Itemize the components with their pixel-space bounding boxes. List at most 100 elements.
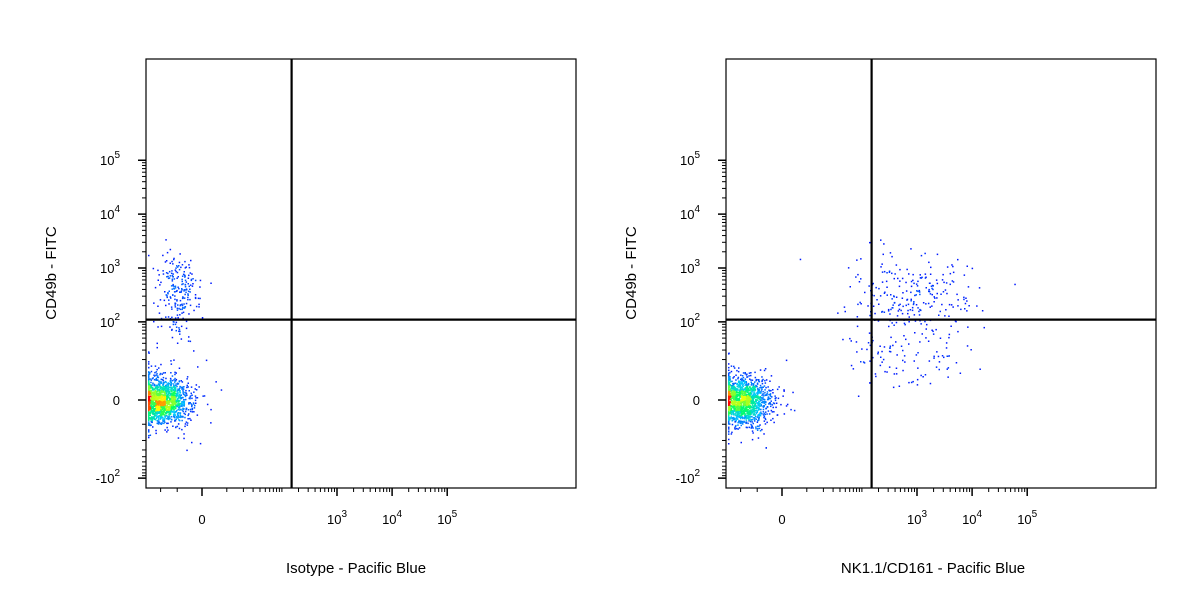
data-point — [917, 307, 919, 309]
data-point — [152, 405, 155, 408]
data-point — [157, 412, 160, 414]
data-point — [868, 332, 871, 334]
data-point — [148, 379, 150, 381]
data-point — [753, 387, 756, 390]
data-point — [171, 270, 173, 272]
data-point — [758, 396, 760, 399]
data-point — [160, 393, 162, 396]
data-point — [745, 398, 747, 400]
data-point — [757, 405, 759, 407]
data-point — [168, 392, 171, 395]
data-point — [746, 415, 748, 417]
data-point — [942, 273, 944, 276]
data-point — [914, 320, 917, 322]
data-point — [730, 370, 733, 373]
data-point — [181, 304, 184, 307]
data-point — [746, 390, 748, 392]
data-point — [734, 408, 736, 410]
data-point — [152, 394, 154, 397]
data-point — [190, 278, 193, 281]
data-point — [728, 374, 730, 377]
data-point — [883, 292, 886, 294]
data-point — [162, 396, 164, 399]
data-point — [730, 384, 732, 387]
data-point — [753, 397, 755, 400]
data-point — [760, 408, 762, 411]
data-point — [757, 427, 759, 430]
data-point — [751, 411, 754, 413]
data-point — [922, 376, 924, 378]
data-point — [771, 396, 773, 398]
data-point — [734, 388, 737, 390]
data-point — [186, 386, 188, 389]
data-point — [742, 411, 744, 413]
data-point — [739, 404, 741, 407]
data-point — [187, 386, 189, 388]
data-point — [949, 283, 951, 286]
data-point — [170, 285, 173, 287]
data-point — [158, 403, 160, 405]
data-point — [739, 406, 741, 408]
data-point — [188, 285, 190, 288]
data-point — [792, 391, 794, 394]
data-point — [741, 375, 744, 377]
data-point — [738, 398, 741, 400]
data-point — [181, 303, 183, 305]
data-point — [156, 379, 158, 381]
data-point — [750, 374, 752, 377]
data-point — [755, 379, 757, 382]
data-point — [167, 396, 169, 398]
data-point — [752, 408, 754, 410]
data-point — [162, 391, 165, 393]
data-point — [963, 274, 966, 276]
data-point — [731, 412, 733, 414]
data-point — [150, 424, 152, 426]
data-point — [755, 378, 758, 381]
x-tick-label: 103 — [907, 509, 927, 527]
data-point — [744, 408, 746, 410]
data-point — [158, 384, 160, 387]
data-point — [895, 367, 898, 369]
data-point — [178, 328, 181, 331]
data-point — [159, 299, 162, 301]
data-point — [158, 389, 161, 392]
data-point — [171, 375, 174, 377]
data-point — [740, 412, 742, 414]
data-point — [159, 284, 161, 286]
data-point — [761, 428, 763, 431]
data-point — [749, 378, 751, 380]
data-point — [729, 379, 731, 381]
data-point — [765, 407, 768, 410]
data-point — [156, 411, 159, 413]
data-point — [173, 415, 175, 418]
data-point — [768, 402, 771, 404]
data-point — [745, 426, 748, 429]
data-point — [733, 405, 736, 407]
data-point — [925, 303, 927, 305]
data-point — [164, 429, 166, 431]
data-point — [912, 380, 914, 383]
data-point — [869, 314, 871, 317]
data-point — [764, 403, 767, 406]
data-point — [153, 405, 156, 407]
data-point — [154, 395, 157, 397]
data-point — [157, 379, 159, 381]
data-point — [739, 411, 741, 413]
data-point — [735, 419, 737, 422]
data-point — [739, 421, 741, 423]
data-point — [735, 401, 737, 403]
data-point — [168, 401, 171, 403]
data-point — [746, 399, 749, 401]
data-point — [152, 397, 154, 399]
data-point — [188, 397, 190, 400]
data-point — [149, 418, 152, 420]
data-point — [162, 384, 164, 386]
data-point — [757, 417, 760, 419]
data-point — [173, 416, 176, 419]
data-point — [750, 400, 752, 402]
data-point — [176, 265, 178, 267]
data-point — [177, 397, 179, 400]
data-point — [756, 410, 759, 413]
data-point — [155, 432, 157, 435]
